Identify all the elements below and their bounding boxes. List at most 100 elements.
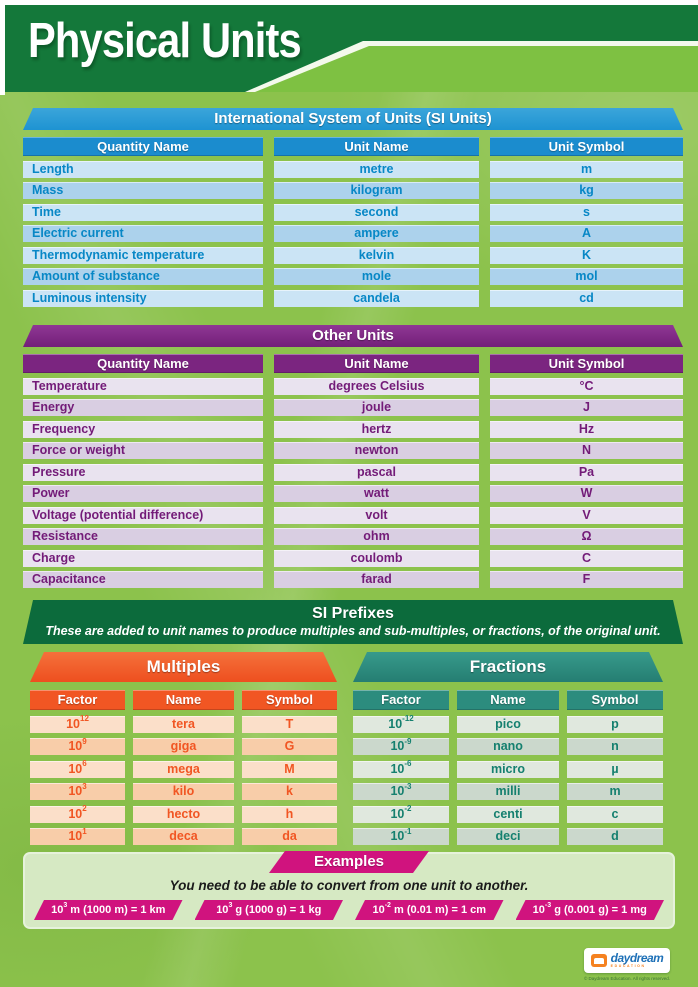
unit-name-cell: watt	[274, 485, 479, 502]
si-units-section: International System of Units (SI Units)…	[23, 108, 683, 307]
quantity-cell: Electric current	[23, 225, 263, 242]
prefix-symbol-cell: T	[242, 715, 337, 733]
column-header-name: Name	[133, 690, 234, 710]
column-header-unit-name: Unit Name	[274, 137, 479, 156]
unit-name-cell: farad	[274, 571, 479, 588]
prefix-name-cell: nano	[457, 738, 559, 755]
quantity-cell: Capacitance	[23, 571, 263, 588]
quantity-cell: Frequency	[23, 420, 263, 438]
prefix-name-cell: deca	[133, 828, 234, 845]
brand-name: daydream	[610, 951, 664, 966]
unit-name-cell: second	[274, 203, 479, 221]
column-header-unit-name: Unit Name	[274, 354, 479, 373]
quantity-cell: Charge	[23, 549, 263, 567]
unit-symbol-cell: W	[490, 485, 683, 502]
unit-symbol-cell: Hz	[490, 420, 683, 438]
prefix-symbol-cell: c	[567, 805, 663, 823]
title-banner: Physical Units	[5, 5, 698, 92]
conversion-examples: 103 m (1000 m) = 1 km 103 g (1000 g) = 1…	[25, 900, 673, 920]
unit-name-cell: degrees Celsius	[274, 377, 479, 395]
quantity-cell: Time	[23, 203, 263, 221]
unit-name-cell: kelvin	[274, 246, 479, 264]
prefix-name-cell: pico	[457, 715, 559, 733]
conversion-chip: 10-2 m (0.01 m) = 1 cm	[355, 900, 504, 920]
unit-symbol-cell: kg	[490, 182, 683, 199]
unit-symbol-cell: °C	[490, 377, 683, 395]
prefixes-banner: SI Prefixes These are added to unit name…	[23, 600, 683, 644]
factor-cell: 10-1	[353, 827, 449, 845]
multiples-table: Multiples Factor Name Symbol 1012 tera T…	[30, 652, 337, 845]
unit-symbol-cell: C	[490, 549, 683, 567]
unit-symbol-cell: F	[490, 571, 683, 588]
quantity-cell: Luminous intensity	[23, 289, 263, 307]
quantity-cell: Resistance	[23, 528, 263, 545]
column-header-unit-symbol: Unit Symbol	[490, 354, 683, 373]
column-header-symbol: Symbol	[567, 690, 663, 710]
conversion-chip: 103 m (1000 m) = 1 km	[34, 900, 183, 920]
examples-title-bar: Examples	[269, 851, 429, 873]
si-units-table: Quantity Name Unit Name Unit Symbol Leng…	[23, 137, 683, 307]
prefix-symbol-cell: M	[242, 760, 337, 778]
unit-symbol-cell: K	[490, 246, 683, 264]
multiples-title-bar: Multiples	[30, 652, 337, 682]
prefix-symbol-cell: µ	[567, 760, 663, 778]
unit-symbol-cell: N	[490, 442, 683, 459]
prefix-name-cell: giga	[133, 738, 234, 755]
scan-border-left	[0, 0, 5, 95]
unit-symbol-cell: J	[490, 399, 683, 416]
quantity-cell: Amount of substance	[23, 268, 263, 285]
prefix-name-cell: tera	[133, 715, 234, 733]
factor-cell: 1012	[30, 715, 125, 733]
unit-name-cell: kilogram	[274, 182, 479, 199]
conversion-note: You need to be able to convert from one …	[169, 878, 529, 893]
column-header-factor: Factor	[353, 690, 449, 710]
quantity-cell: Mass	[23, 182, 263, 199]
unit-name-cell: pascal	[274, 463, 479, 481]
unit-name-cell: coulomb	[274, 549, 479, 567]
factor-cell: 103	[30, 782, 125, 800]
factor-cell: 10-3	[353, 782, 449, 800]
prefix-name-cell: mega	[133, 760, 234, 778]
prefix-symbol-cell: h	[242, 805, 337, 823]
quantity-cell: Thermodynamic temperature	[23, 246, 263, 264]
factor-cell: 10-9	[353, 737, 449, 755]
factor-cell: 101	[30, 827, 125, 845]
factor-cell: 106	[30, 760, 125, 778]
prefix-symbol-cell: p	[567, 715, 663, 733]
conversion-chip: 103 g (1000 g) = 1 kg	[195, 900, 344, 920]
column-header-name: Name	[457, 690, 559, 710]
page-title: Physical Units	[28, 14, 302, 68]
unit-symbol-cell: s	[490, 203, 683, 221]
unit-name-cell: ampere	[274, 225, 479, 242]
daydream-logo-icon	[590, 954, 607, 967]
unit-symbol-cell: A	[490, 225, 683, 242]
quantity-cell: Power	[23, 485, 263, 502]
prefix-symbol-cell: k	[242, 783, 337, 800]
prefixes-subtitle: These are added to unit names to produce…	[45, 624, 661, 638]
factor-cell: 10-6	[353, 760, 449, 778]
factor-cell: 10-2	[353, 805, 449, 823]
factor-cell: 109	[30, 737, 125, 755]
unit-name-cell: candela	[274, 289, 479, 307]
prefix-name-cell: milli	[457, 783, 559, 800]
unit-symbol-cell: m	[490, 160, 683, 178]
quantity-cell: Pressure	[23, 463, 263, 481]
quantity-cell: Force or weight	[23, 442, 263, 459]
prefix-name-cell: kilo	[133, 783, 234, 800]
unit-symbol-cell: Ω	[490, 528, 683, 545]
factor-cell: 10-12	[353, 715, 449, 733]
prefix-name-cell: deci	[457, 828, 559, 845]
quantity-cell: Temperature	[23, 377, 263, 395]
banner-light-panel	[255, 46, 698, 92]
prefixes-title: SI Prefixes	[312, 605, 394, 622]
other-units-section: Other Units Quantity Name Unit Name Unit…	[23, 325, 683, 588]
other-units-table: Quantity Name Unit Name Unit Symbol Temp…	[23, 354, 683, 588]
unit-symbol-cell: Pa	[490, 463, 683, 481]
quantity-cell: Length	[23, 160, 263, 178]
prefix-symbol-cell: da	[242, 828, 337, 845]
quantity-cell: Energy	[23, 399, 263, 416]
unit-symbol-cell: V	[490, 506, 683, 524]
column-header-symbol: Symbol	[242, 690, 337, 710]
unit-symbol-cell: cd	[490, 289, 683, 307]
unit-name-cell: hertz	[274, 420, 479, 438]
